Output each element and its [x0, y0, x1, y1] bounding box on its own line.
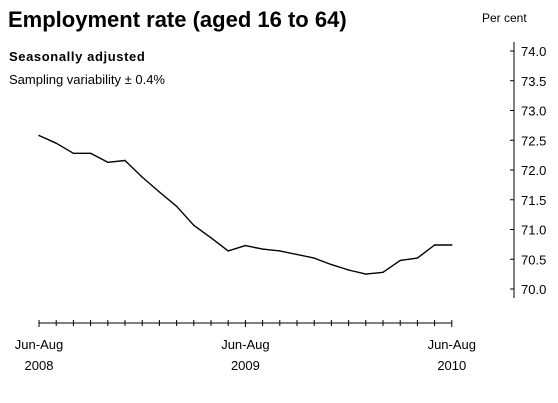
x-tick-label-period: Jun-Aug [428, 337, 476, 352]
data-point [210, 237, 212, 239]
data-point [382, 271, 384, 274]
data-point [193, 224, 195, 227]
sampling-variability-note: Sampling variability ± 0.4% [9, 72, 165, 87]
x-tick-label-period: Jun-Aug [221, 337, 269, 352]
y-tick-label: 73.5 [521, 74, 546, 89]
chart-subtitle: Seasonally adjusted [9, 49, 146, 64]
x-tick-label-period: Jun-Aug [15, 337, 63, 352]
x-tick-label-year: 2009 [231, 358, 260, 373]
data-point [124, 159, 126, 162]
data-point [89, 152, 92, 155]
y-tick-label: 71.0 [521, 223, 546, 238]
data-point [416, 257, 419, 259]
data-point [141, 176, 143, 178]
data-point [347, 269, 350, 271]
data-point [330, 263, 333, 266]
y-tick-label: 72.0 [521, 163, 546, 178]
employment-rate-line [38, 134, 452, 275]
y-tick-label: 73.0 [521, 104, 546, 119]
data-point [175, 205, 178, 207]
data-point [72, 152, 75, 155]
y-axis: 74.0 73.5 73.0 72.5 72.0 71.5 71.0 70.5 70.0 [510, 42, 546, 298]
data-point [365, 273, 367, 275]
data-point [158, 191, 161, 193]
data-point [399, 259, 401, 262]
chart-title: Employment rate (aged 16 to 64) [8, 7, 347, 32]
series-group [38, 134, 453, 275]
data-point [261, 248, 264, 250]
data-point [279, 250, 281, 252]
y-tick-label: 70.5 [521, 252, 546, 267]
y-tick-label: 71.5 [521, 193, 546, 208]
x-tick-label-year: 2008 [25, 358, 54, 373]
data-point [107, 161, 109, 163]
x-axis: Jun-Aug 2008 Jun-Aug 2009 Jun-Aug 2010 [15, 320, 476, 373]
data-point [55, 142, 57, 144]
y-tick-label: 70.0 [521, 282, 546, 297]
data-point [313, 257, 315, 259]
y-tick-label: 74.0 [521, 44, 546, 59]
x-tick-label-year: 2010 [437, 358, 466, 373]
data-point [38, 134, 40, 137]
data-point [244, 244, 247, 247]
y-axis-unit-label: Per cent [482, 11, 527, 25]
data-point [296, 253, 298, 256]
y-tick-label: 72.5 [521, 133, 546, 148]
data-point [451, 244, 453, 246]
data-point [433, 244, 436, 246]
data-point [227, 250, 229, 252]
